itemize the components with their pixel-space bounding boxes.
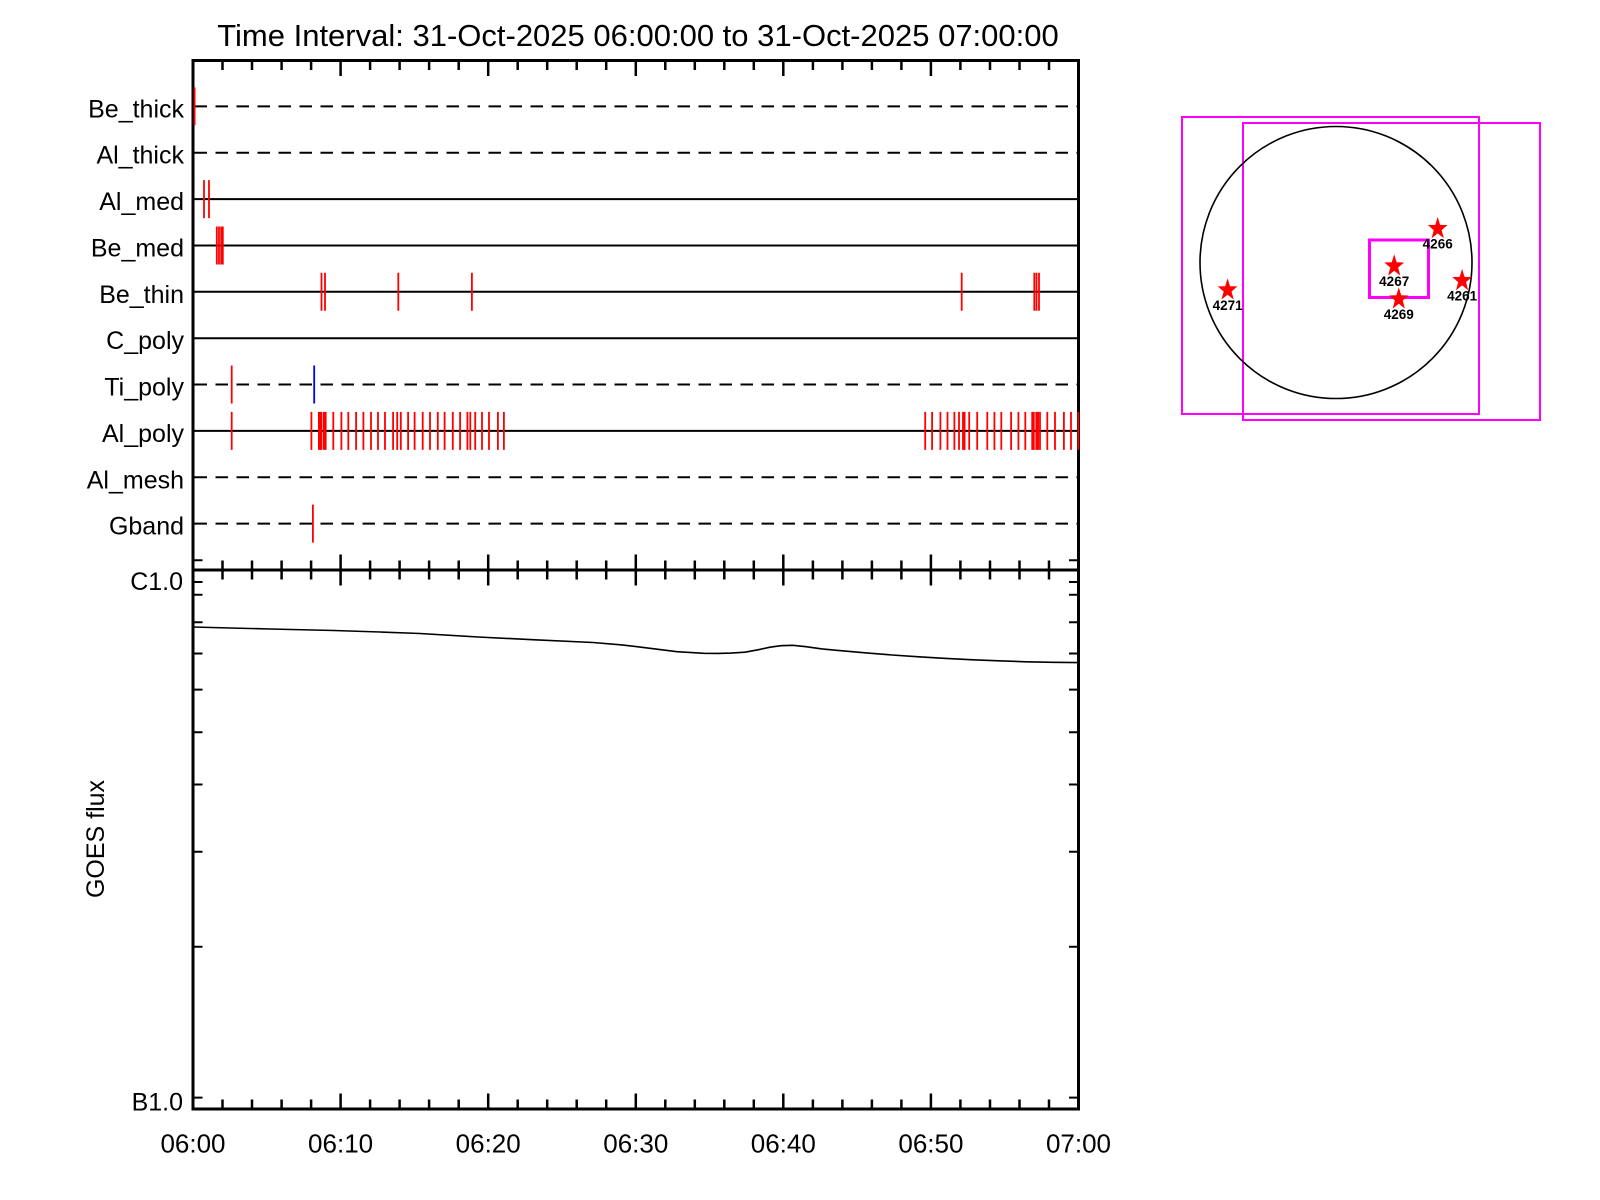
svg-text:4261: 4261 <box>1447 289 1478 304</box>
svg-text:Ti_poly: Ti_poly <box>104 374 184 402</box>
svg-text:Gband: Gband <box>109 513 184 541</box>
svg-text:4271: 4271 <box>1213 298 1244 313</box>
svg-text:Time Interval: 31-Oct-2025 06:: Time Interval: 31-Oct-2025 06:00:00 to 3… <box>217 18 1059 53</box>
svg-text:06:50: 06:50 <box>898 1129 963 1159</box>
svg-text:4267: 4267 <box>1379 274 1409 289</box>
svg-text:GOES flux: GOES flux <box>82 779 110 898</box>
svg-text:C1.0: C1.0 <box>130 568 183 596</box>
svg-text:06:00: 06:00 <box>160 1129 225 1159</box>
svg-text:06:20: 06:20 <box>456 1129 521 1159</box>
svg-text:Be_med: Be_med <box>91 235 184 263</box>
svg-text:Al_med: Al_med <box>99 188 184 216</box>
svg-text:Be_thin: Be_thin <box>99 281 184 309</box>
svg-text:Be_thick: Be_thick <box>88 95 184 123</box>
svg-text:06:40: 06:40 <box>751 1129 816 1159</box>
svg-text:4266: 4266 <box>1423 237 1454 252</box>
svg-text:Al_poly: Al_poly <box>102 420 184 448</box>
svg-text:06:10: 06:10 <box>308 1129 373 1159</box>
svg-text:07:00: 07:00 <box>1046 1129 1111 1159</box>
svg-text:4269: 4269 <box>1384 307 1414 322</box>
svg-text:C_poly: C_poly <box>106 327 184 355</box>
svg-text:Al_thick: Al_thick <box>96 142 184 170</box>
svg-text:B1.0: B1.0 <box>132 1089 183 1117</box>
svg-text:Al_mesh: Al_mesh <box>87 466 184 494</box>
svg-text:06:30: 06:30 <box>603 1129 668 1159</box>
